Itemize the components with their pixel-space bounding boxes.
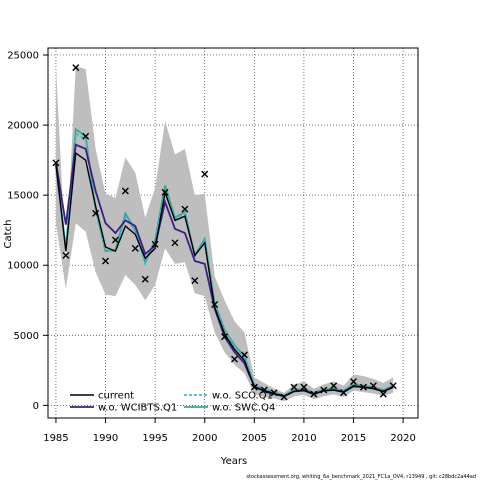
confidence-band [55,66,394,402]
legend-item-1: w.o. WCIBTS.Q1 [70,403,177,414]
observation-point [161,188,169,196]
observation-point [280,393,288,401]
observation-point [230,355,238,363]
observation-markers [52,64,397,401]
observation-point [260,386,268,394]
observation-point [151,240,159,248]
observation-point [221,333,229,341]
x-tick-label: 1990 [93,433,118,444]
legend-item-2: w.o. SCO.Q1 [184,391,273,402]
observation-point [92,209,100,217]
x-tick-label: 2020 [390,433,415,444]
plot-frame [47,47,419,419]
observation-point [270,389,278,397]
legend-label: w.o. WCIBTS.Q1 [98,403,177,414]
x-axis: 1985 1990 1995 2000 2005 2010 2015 2020 [43,418,416,444]
observation-point [310,390,318,398]
observation-point [62,251,70,259]
observation-point [330,382,338,390]
legend-item-0: current [70,391,134,402]
observation-point [250,383,258,391]
x-tick-label: 2015 [341,433,366,444]
observation-point [111,236,119,244]
y-tick-label: 15000 [7,191,39,202]
observation-point [340,389,348,397]
observation-point [141,275,149,283]
observation-point [171,239,179,247]
observation-point [320,386,328,394]
legend-label: w.o. SWC.Q4 [212,403,275,414]
x-tick-label: 1985 [43,433,68,444]
series-line-2 [55,132,394,397]
observation-point [290,383,298,391]
observation-point [181,205,189,213]
observation-point [379,390,387,398]
x-tick-label: 2010 [291,433,316,444]
observation-point [52,159,60,167]
y-axis-label: Catch [3,220,14,249]
observation-point [201,170,209,178]
observation-point [82,132,90,140]
observation-point [191,277,199,285]
observation-point [359,383,367,391]
observation-point [389,382,397,390]
y-tick-label: 5000 [14,331,39,342]
x-tick-label: 2005 [242,433,267,444]
legend-label: w.o. SCO.Q1 [212,391,273,402]
observation-point [211,300,219,308]
x-tick-label: 1995 [142,433,167,444]
y-tick-label: 10000 [7,261,39,272]
x-axis-label: Years [220,456,247,467]
x-tick-label: 2000 [192,433,217,444]
confidence-band-area [55,66,394,402]
legend-label: current [98,391,134,402]
legend-item-3: w.o. SWC.Q4 [184,403,275,414]
y-tick-label: 20000 [7,121,39,132]
observation-point [369,382,377,390]
y-axis: 0 5000 10000 15000 20000 25000 [7,51,48,412]
observation-point [240,351,248,359]
y-tick-label: 25000 [7,51,39,62]
series-line-0 [55,151,394,398]
credit-text: stockassessment.org, whiting_6a_benchmar… [246,474,476,480]
y-tick-label: 0 [33,401,39,412]
observation-point [350,378,358,386]
observation-point [102,257,110,265]
observation-point [300,383,308,391]
observation-point [72,64,80,72]
observation-point [131,244,139,252]
observation-point [121,187,129,195]
